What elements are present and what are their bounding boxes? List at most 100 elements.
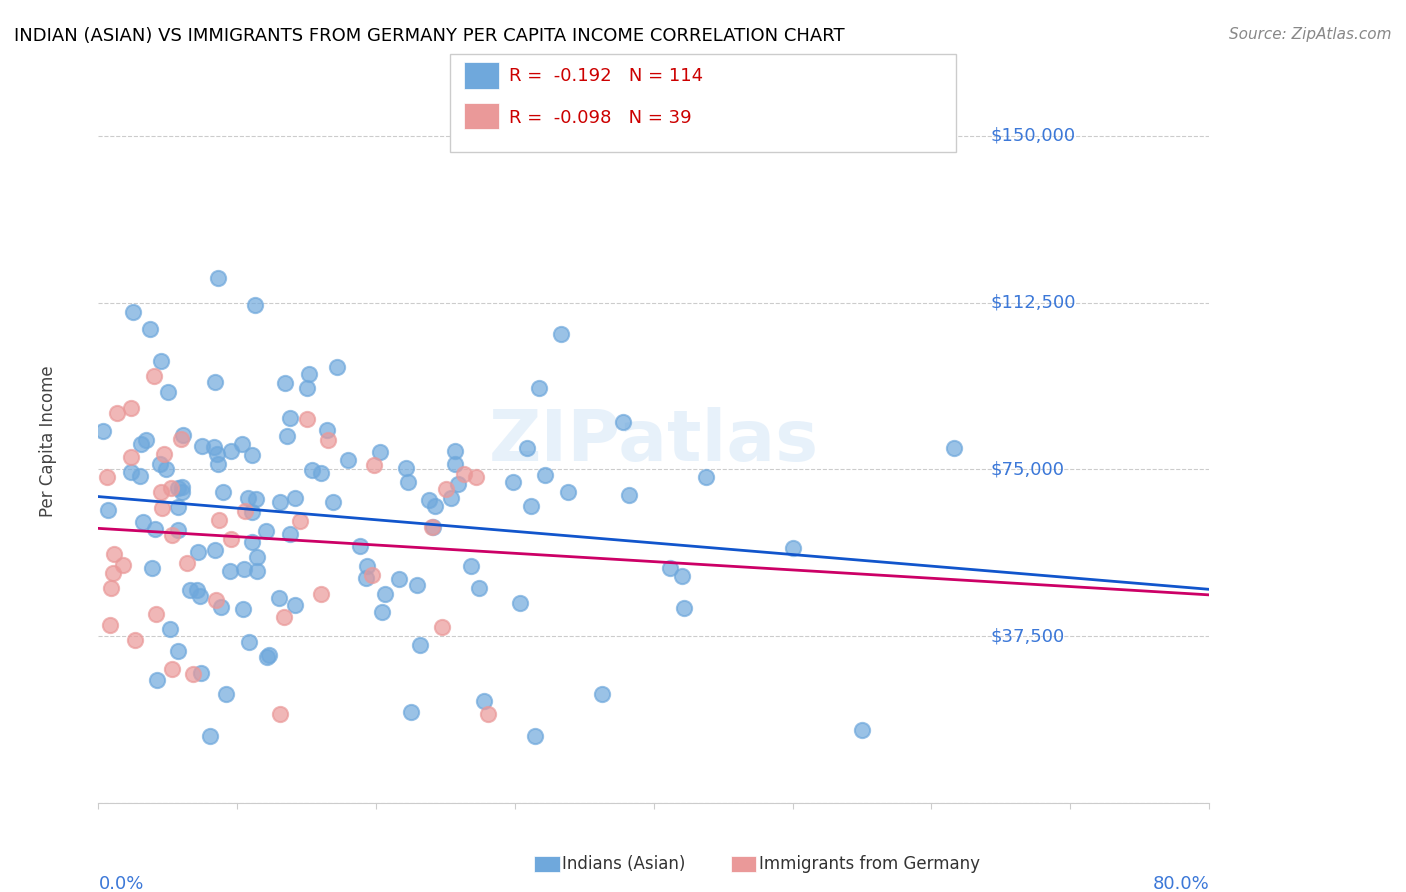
Point bbox=[396, 475, 419, 489]
Point bbox=[557, 484, 579, 499]
Point bbox=[132, 515, 155, 529]
Point bbox=[245, 298, 267, 312]
Point bbox=[309, 466, 332, 480]
Point bbox=[103, 547, 125, 561]
Point bbox=[245, 491, 267, 506]
Point bbox=[240, 534, 263, 549]
Point bbox=[167, 644, 190, 658]
Text: $37,500: $37,500 bbox=[990, 627, 1064, 645]
Point bbox=[418, 493, 440, 508]
Point bbox=[188, 589, 211, 603]
Point bbox=[527, 381, 550, 395]
Point bbox=[179, 583, 201, 598]
Text: $150,000: $150,000 bbox=[990, 127, 1076, 145]
Point bbox=[534, 468, 557, 483]
Point bbox=[269, 706, 291, 721]
Point bbox=[170, 480, 193, 494]
Point bbox=[212, 484, 235, 499]
Point bbox=[617, 487, 640, 501]
Point bbox=[591, 688, 613, 702]
Text: Per Capita Income: Per Capita Income bbox=[39, 366, 58, 517]
Point bbox=[120, 401, 142, 416]
Point bbox=[145, 607, 167, 621]
Point bbox=[143, 368, 166, 383]
Point bbox=[135, 433, 157, 447]
Point bbox=[238, 634, 260, 648]
Point bbox=[276, 429, 298, 443]
Point bbox=[509, 596, 531, 610]
Point bbox=[283, 491, 305, 506]
Point bbox=[159, 623, 181, 637]
Point bbox=[695, 470, 717, 484]
Point bbox=[218, 564, 240, 578]
Point bbox=[273, 610, 295, 624]
Text: Indians (Asian): Indians (Asian) bbox=[562, 855, 686, 873]
Point bbox=[361, 568, 384, 582]
Point bbox=[149, 484, 172, 499]
Text: Source: ZipAtlas.com: Source: ZipAtlas.com bbox=[1229, 27, 1392, 42]
Point bbox=[215, 687, 238, 701]
Point bbox=[232, 601, 254, 615]
Point bbox=[240, 448, 263, 462]
Point bbox=[167, 481, 190, 495]
Point bbox=[309, 587, 332, 601]
Point bbox=[326, 359, 349, 374]
Text: Immigrants from Germany: Immigrants from Germany bbox=[759, 855, 980, 873]
Text: INDIAN (ASIAN) VS IMMIGRANTS FROM GERMANY PER CAPITA INCOME CORRELATION CHART: INDIAN (ASIAN) VS IMMIGRANTS FROM GERMAN… bbox=[14, 27, 845, 45]
Point bbox=[209, 600, 232, 615]
Point bbox=[851, 723, 873, 737]
Text: 0.0%: 0.0% bbox=[98, 875, 143, 892]
Point bbox=[371, 605, 394, 619]
Point bbox=[658, 561, 681, 575]
Point bbox=[295, 412, 318, 426]
Point bbox=[91, 424, 114, 438]
Point bbox=[141, 561, 163, 575]
Point bbox=[434, 483, 457, 497]
Point bbox=[124, 632, 146, 647]
Point bbox=[257, 648, 280, 662]
Point bbox=[672, 601, 695, 615]
Point bbox=[221, 533, 243, 547]
Point bbox=[671, 568, 693, 582]
Point bbox=[460, 559, 482, 574]
Point bbox=[550, 326, 572, 341]
Point bbox=[374, 586, 396, 600]
Point bbox=[477, 706, 499, 721]
Point bbox=[232, 562, 254, 576]
Point bbox=[502, 475, 524, 489]
Point bbox=[349, 539, 371, 553]
Point bbox=[423, 500, 446, 514]
Point bbox=[190, 665, 212, 680]
Point bbox=[167, 500, 190, 515]
Point bbox=[240, 505, 263, 519]
Point bbox=[156, 384, 179, 399]
Point bbox=[468, 581, 491, 595]
Point bbox=[409, 638, 432, 652]
Point bbox=[273, 376, 295, 390]
Point bbox=[105, 406, 128, 420]
Point bbox=[267, 591, 290, 605]
Point bbox=[207, 457, 229, 471]
Point bbox=[422, 520, 444, 534]
Point bbox=[422, 520, 444, 534]
Point bbox=[612, 416, 634, 430]
Point bbox=[524, 729, 547, 743]
Text: 80.0%: 80.0% bbox=[1153, 875, 1209, 892]
Point bbox=[208, 513, 231, 527]
Point bbox=[111, 558, 134, 572]
Text: R =  -0.098   N = 39: R = -0.098 N = 39 bbox=[509, 109, 692, 127]
Point bbox=[101, 566, 124, 580]
Point bbox=[316, 434, 339, 448]
Point bbox=[150, 501, 173, 516]
Point bbox=[368, 445, 391, 459]
Point bbox=[453, 467, 475, 481]
Point bbox=[149, 457, 172, 471]
Point bbox=[254, 524, 277, 539]
Point bbox=[401, 705, 423, 719]
Point bbox=[198, 729, 221, 743]
Point bbox=[205, 592, 228, 607]
Point bbox=[782, 541, 804, 555]
Point bbox=[337, 453, 360, 467]
Point bbox=[129, 468, 152, 483]
Point bbox=[465, 469, 488, 483]
